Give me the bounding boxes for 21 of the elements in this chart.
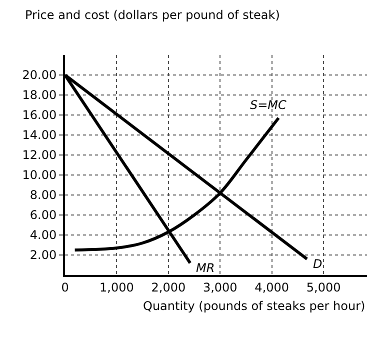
y-axis-title: Price and cost (dollars per pound of steak) xyxy=(25,8,280,22)
x-tick-label: 4,000 xyxy=(254,280,290,294)
x-tick-label: 3,000 xyxy=(202,280,238,294)
x-tick-label: 5,000 xyxy=(306,280,341,294)
y-tick-label: 8.00 xyxy=(30,188,57,202)
y-tick-label: 12.00 xyxy=(22,148,57,162)
y-tick-label: 4.00 xyxy=(30,228,57,242)
x-axis-title: Quantity (pounds of steaks per hour) xyxy=(143,299,366,313)
y-tick-label: 18.00 xyxy=(22,88,57,102)
y-tick-label: 16.00 xyxy=(22,108,57,122)
y-tick-label: 2.00 xyxy=(30,248,57,262)
x-tick-label: 2,000 xyxy=(151,280,186,294)
y-tick-label: 6.00 xyxy=(30,208,57,222)
x-tick-label: 1,000 xyxy=(100,280,134,294)
y-tick-label: 10.00 xyxy=(22,168,57,182)
y-tick-label: 20.00 xyxy=(22,68,57,82)
series-label: MR xyxy=(196,261,215,275)
series-label: S=MC xyxy=(250,98,288,112)
y-tick-label: 14.00 xyxy=(22,128,57,142)
x-tick-label: 0 xyxy=(61,280,69,294)
series-label: D xyxy=(313,257,322,271)
